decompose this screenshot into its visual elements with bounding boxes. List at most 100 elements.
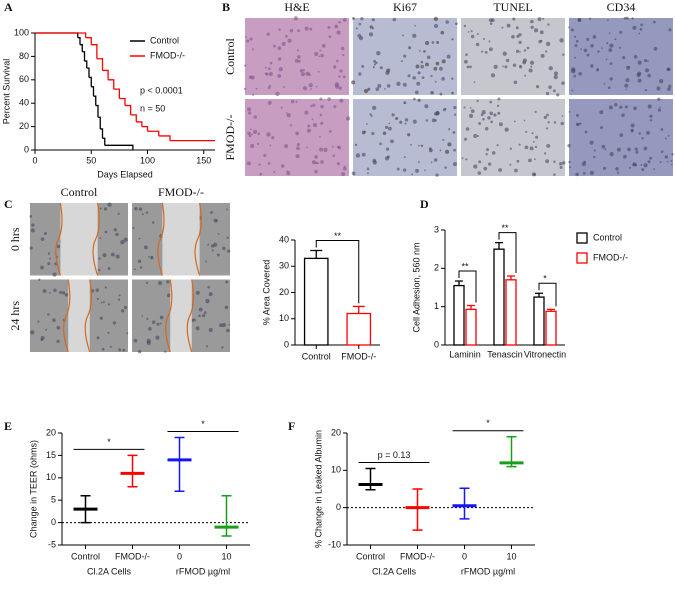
cell-dot <box>547 121 550 124</box>
significance-label: * <box>543 274 547 284</box>
cell-dot <box>453 113 457 116</box>
cell-dot <box>251 93 255 96</box>
cell-dot <box>296 55 301 59</box>
cell-dot <box>633 54 638 59</box>
cell-dot <box>352 17 355 20</box>
survival-step <box>89 76 92 87</box>
cell-dot <box>545 41 551 47</box>
cell-dot <box>309 27 313 31</box>
cell-dot <box>493 64 498 69</box>
cell-dot <box>485 153 488 156</box>
wound-gap <box>170 279 192 352</box>
cell-dot <box>217 232 220 235</box>
cell-dot <box>602 166 607 170</box>
cell-dot <box>463 24 467 28</box>
cell-dot <box>506 23 511 28</box>
cell-dot <box>634 163 638 167</box>
cell-dot <box>314 155 318 159</box>
cell-dot <box>118 294 121 297</box>
cell-dot <box>37 320 40 323</box>
cell-dot <box>502 51 507 56</box>
cell-dot <box>649 119 653 122</box>
cell-dot <box>645 68 650 73</box>
cell-dot <box>553 75 558 80</box>
cell-dot <box>412 33 417 38</box>
cell-dot <box>578 72 582 76</box>
cell-dot <box>407 74 411 78</box>
cell-dot <box>49 257 51 260</box>
cell-dot <box>623 16 627 20</box>
cell-dot <box>477 134 480 137</box>
cell-dot <box>416 81 421 86</box>
column-label: CD34 <box>607 0 636 14</box>
legend-swatch <box>576 252 588 264</box>
cell-dot <box>559 38 564 43</box>
legend-label: FMOD-/- <box>593 252 628 262</box>
cell-dot <box>599 110 604 115</box>
cell-dot <box>616 147 621 152</box>
x-tick-label: Laminin <box>449 349 481 359</box>
cell-dot <box>375 87 380 92</box>
range-line <box>174 436 185 492</box>
cell-dot <box>285 112 288 114</box>
cell-dot <box>156 322 160 326</box>
cell-dot <box>148 256 150 258</box>
cell-dot <box>248 134 252 138</box>
cell-dot <box>319 135 321 138</box>
survival-step <box>95 104 99 118</box>
cell-dot <box>29 214 33 218</box>
y-tick-label: 5 <box>51 495 56 505</box>
cell-dot <box>641 168 645 172</box>
cell-dot <box>425 62 429 67</box>
cell-dot <box>430 74 433 78</box>
cell-dot <box>618 46 622 49</box>
cell-dot <box>664 155 669 159</box>
cell-dot <box>452 162 457 167</box>
cell-dot <box>294 59 299 63</box>
cell-dot <box>469 65 472 69</box>
cell-dot <box>367 172 369 175</box>
group-label: rFMOD µg/ml <box>461 566 515 576</box>
cell-dot <box>358 72 362 76</box>
cell-dot <box>606 19 609 22</box>
micrograph-bg <box>461 18 565 95</box>
cell-dot <box>546 127 549 130</box>
cell-dot <box>252 48 255 51</box>
cell-dot <box>267 162 271 165</box>
cell-dot <box>526 46 530 50</box>
cell-dot <box>388 122 391 125</box>
cell-dot <box>533 173 536 176</box>
cell-dot <box>64 292 69 297</box>
cell-dot <box>56 244 61 249</box>
cell-dot <box>146 338 151 344</box>
range-line <box>365 467 376 491</box>
cell-dot <box>574 35 577 38</box>
cell-dot <box>250 143 255 149</box>
cell-dot <box>358 36 364 41</box>
cell-dot <box>424 104 429 109</box>
cell-dot <box>544 152 547 155</box>
cell-dot <box>543 115 548 120</box>
cell-dot <box>583 48 588 53</box>
cell-dot <box>259 172 263 176</box>
cell-dot <box>553 160 556 163</box>
cell-dot <box>579 122 582 125</box>
cell-dot <box>475 42 480 47</box>
cell-dot <box>40 237 45 241</box>
y-tick-label: 40 <box>279 234 289 244</box>
cell-dot <box>49 291 51 294</box>
cell-dot <box>463 106 466 109</box>
group-label: Cl.2A Cells <box>372 566 417 576</box>
survival-step <box>82 51 86 62</box>
cell-dot <box>667 135 670 137</box>
cell-dot <box>491 151 496 155</box>
cell-dot <box>266 32 270 36</box>
cell-dot <box>574 44 578 48</box>
cell-dot <box>224 305 229 310</box>
cell-dot <box>299 69 304 73</box>
cell-dot <box>296 142 300 147</box>
cell-dot <box>221 322 227 328</box>
cell-dot <box>138 237 141 240</box>
cell-dot <box>226 208 228 211</box>
cell-dot <box>278 28 281 31</box>
